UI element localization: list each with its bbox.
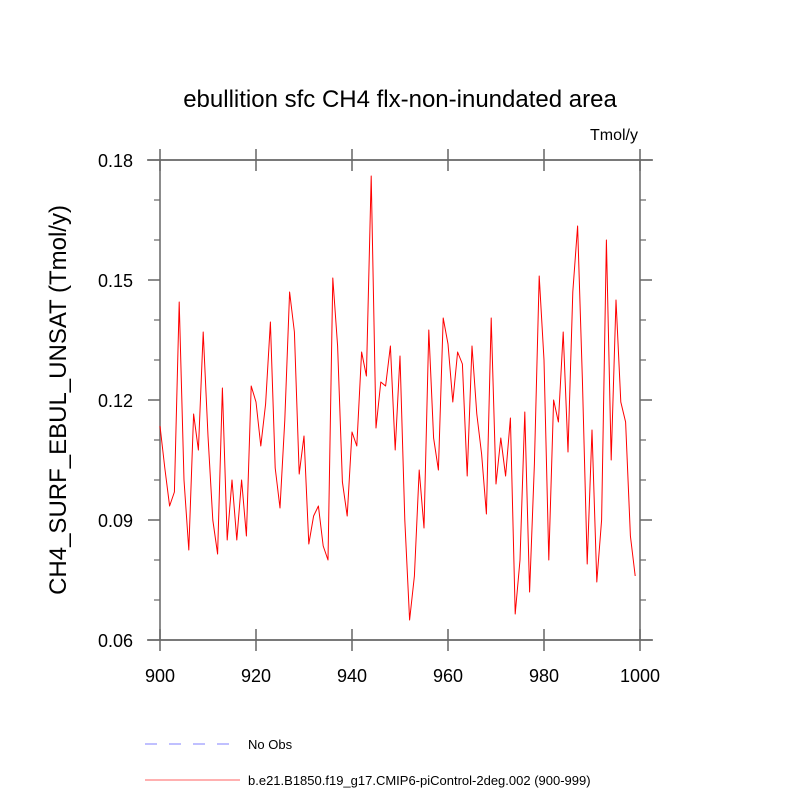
y-tick-label: 0.18 — [98, 151, 133, 171]
y-tick-label: 0.06 — [98, 631, 133, 651]
x-tick-label: 940 — [337, 666, 367, 686]
legend-label-model: b.e21.B1850.f19_g17.CMIP6-piControl-2deg… — [248, 773, 591, 788]
y-axis-label: CH4_SURF_EBUL_UNSAT (Tmol/y) — [45, 205, 72, 595]
units-label: Tmol/y — [590, 127, 638, 144]
plot-axes: 900 920 940 960 980 1000 0.06 0.09 0.12 0.15 0.18 — [98, 149, 660, 686]
x-tick-label: 980 — [529, 666, 559, 686]
x-tick-label: 900 — [145, 666, 175, 686]
legend: No Obs b.e21.B1850.f19_g17.CMIP6-piContr… — [145, 737, 591, 788]
x-tick-label: 1000 — [620, 666, 660, 686]
legend-label-no-obs: No Obs — [248, 737, 293, 752]
y-tick-label: 0.12 — [98, 391, 133, 411]
chart-title: ebullition sfc CH4 flx-non-inundated are… — [183, 86, 617, 113]
series-layer — [159, 175, 636, 621]
series-line-1 — [159, 175, 636, 621]
plot-frame — [159, 159, 641, 641]
y-tick-label: 0.09 — [98, 511, 133, 531]
y-tick-label: 0.15 — [98, 271, 133, 291]
x-tick-label: 920 — [241, 666, 271, 686]
x-tick-label: 960 — [433, 666, 463, 686]
